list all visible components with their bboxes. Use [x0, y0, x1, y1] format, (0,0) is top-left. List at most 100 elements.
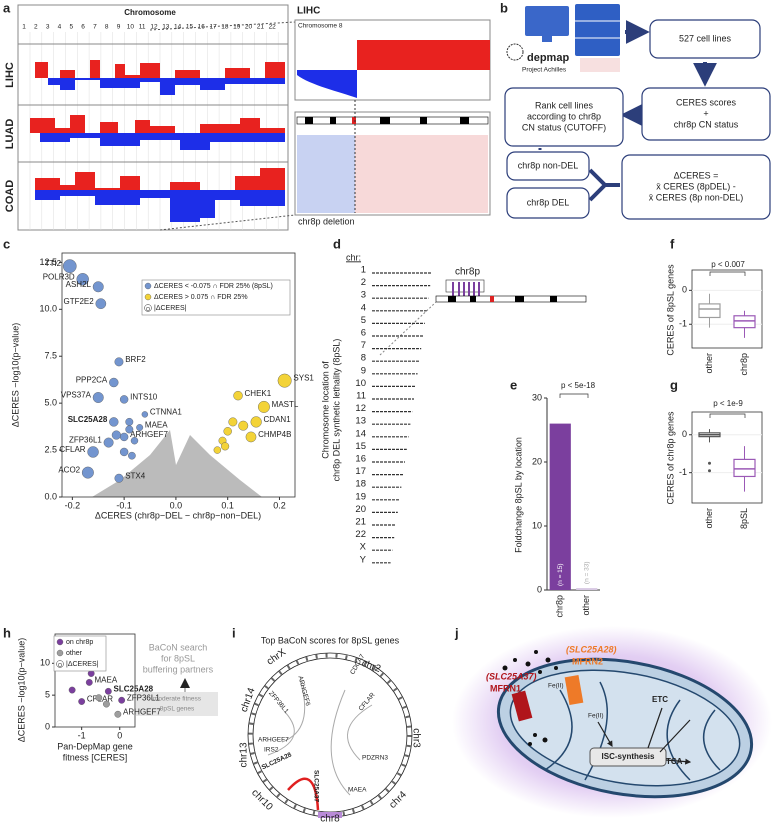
p-value: p < 1e-9 — [713, 399, 743, 408]
point-label: SLC25A28 — [68, 415, 108, 424]
y-tick-label: 0.0 — [44, 491, 57, 501]
point — [119, 432, 129, 442]
node-text: x̄ CERES (8pDEL) - — [656, 181, 736, 191]
gene-label: ARHGEF7 — [258, 737, 289, 744]
plot-frame — [54, 633, 136, 728]
chromosome-label: 15 — [355, 441, 366, 452]
server-icon — [575, 4, 620, 56]
annotation: 8pSL genes — [160, 706, 195, 713]
logo-sub: Project Achilles — [522, 67, 567, 74]
y-tick-label: 10.0 — [39, 304, 57, 314]
panel-h: h ΔCERES −log10(p−value) Pan-DepMap gene… — [3, 625, 218, 762]
chromosome-label: 10 — [127, 24, 135, 31]
loss-region — [297, 70, 357, 98]
chromosome-label: 16 — [355, 454, 366, 465]
chart-c: 0.0 2.5 5.0 7.5 10.0 12.5 -0.2 -0.1 0.0 0.1 0.2 TTI… — [39, 252, 314, 510]
point-label: ACO2 — [58, 466, 80, 475]
chromosome-label: chr3 — [410, 728, 421, 748]
panel-label: a — [3, 0, 11, 15]
y-tick-label: 0 — [537, 584, 542, 594]
point — [81, 466, 94, 479]
annotation: for 8pSL — [161, 653, 195, 663]
bands — [248, 653, 412, 817]
zoom-line — [159, 214, 296, 231]
band — [470, 296, 476, 302]
chromosome-label: 14 — [174, 24, 182, 31]
gene-label: IRS2 — [264, 747, 279, 754]
y-tick-label: -1 — [679, 319, 687, 329]
logo-icon — [506, 43, 524, 61]
zoom-line — [379, 301, 437, 356]
chromosome-label: 8 — [361, 353, 366, 364]
point — [233, 390, 243, 401]
point — [130, 436, 139, 445]
link — [330, 689, 351, 796]
point — [119, 395, 129, 404]
chromosome-label: 20 — [355, 504, 366, 515]
gene-label: CFLAR — [357, 691, 376, 712]
x-tick-label: 0.2 — [273, 500, 286, 510]
significance-bracket — [709, 271, 746, 276]
protein-label: MFRN2 — [572, 656, 603, 666]
panel-label: e — [510, 377, 517, 392]
p-value: p < 0.007 — [711, 260, 745, 269]
node-text: x̄ CERES (8p non-DEL) — [649, 192, 744, 202]
node-text: CN status (CUTOFF) — [522, 122, 606, 132]
point-label: ARHGEF7 — [130, 430, 168, 439]
chromosome-label: chr10 — [249, 787, 275, 813]
logo-icon — [580, 58, 620, 72]
point — [114, 357, 124, 367]
chart-e: 0 10 20 30 chr8p other (n = 15) (n = 33) — [532, 392, 600, 618]
gain-profile — [20, 115, 285, 133]
point — [257, 400, 270, 413]
point-label: VPS37A — [61, 391, 92, 400]
chromosome-label: 11 — [356, 391, 366, 402]
annotation: BaCoN search — [149, 642, 208, 652]
chromosome-label: 5 — [69, 24, 73, 31]
point — [136, 424, 144, 432]
box — [733, 315, 756, 329]
centromere — [490, 296, 494, 302]
iron-label: Fe(II) — [548, 683, 564, 690]
legend-label: ΔCERES > 0.075 ∩ FDR 25% — [154, 294, 248, 301]
chr8p-highlight — [318, 812, 342, 818]
chromosome-label: 2 — [34, 24, 38, 31]
y-tick-label: 30 — [532, 392, 542, 402]
point — [221, 442, 230, 451]
node — [506, 151, 590, 181]
zoom-line — [149, 21, 296, 31]
caption: chr8p deletion — [298, 216, 355, 226]
legend-label: |ΔCERES| — [154, 305, 187, 312]
frame — [17, 4, 289, 231]
x-axis-label: Pan-DepMap gene — [57, 741, 133, 751]
chromosome-label: 19 — [355, 491, 366, 502]
legend-label: ΔCERES < -0.075 ∩ FDR 25% (8pSL) — [154, 283, 273, 290]
inner-membrane — [509, 669, 741, 787]
bar-annotation: (n = 15) — [557, 563, 564, 586]
point-label: ARHGEF7 — [123, 707, 161, 716]
band — [448, 296, 456, 302]
legend-swatch — [144, 293, 152, 301]
legend-swatch — [56, 649, 64, 657]
band — [330, 117, 336, 124]
outlier — [708, 461, 711, 465]
point — [118, 696, 126, 704]
annotation: moderate fitness — [153, 696, 202, 703]
node-text: CERES scores — [676, 97, 737, 107]
chromosome-label: 22 — [355, 529, 366, 540]
y-tick-label: 0 — [682, 429, 687, 439]
panel-label: c — [3, 236, 10, 251]
point-label: CDAN1 — [264, 415, 292, 424]
point — [128, 451, 136, 460]
point-label: ZFP36L1 — [127, 693, 160, 702]
point — [104, 687, 112, 695]
arrow — [647, 707, 690, 762]
node — [504, 87, 624, 147]
row-label: LIHC — [4, 62, 16, 88]
chromosome-label: 4 — [58, 24, 62, 31]
gain-heatmap — [355, 135, 488, 213]
x-tick-label: -0.1 — [116, 500, 132, 510]
point-label: TTI2 — [45, 259, 62, 268]
x-tick-label: 0 — [117, 730, 122, 740]
y-tick-label: 0 — [45, 721, 50, 731]
